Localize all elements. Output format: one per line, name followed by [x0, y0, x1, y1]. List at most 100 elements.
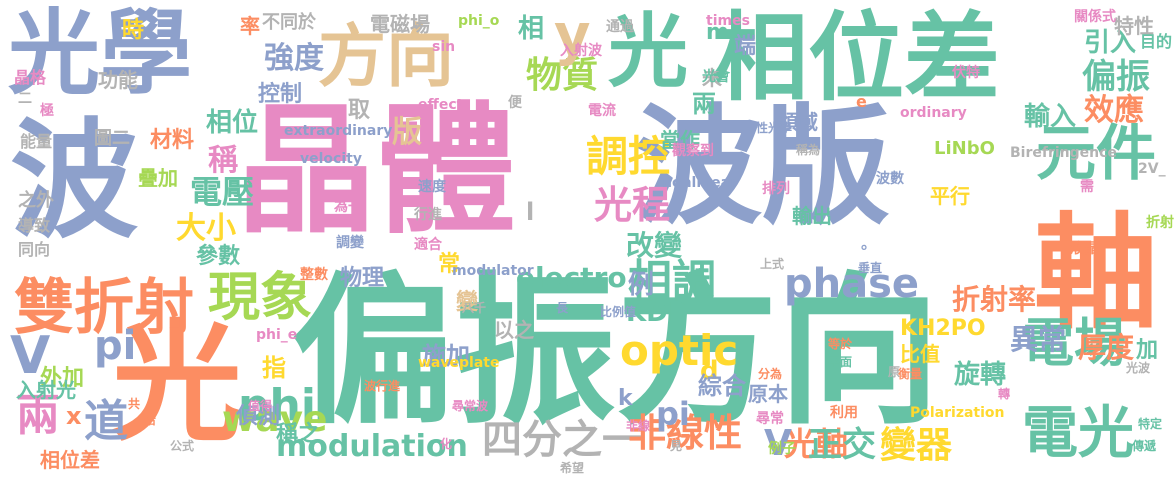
- cloud-word-5-cjk: 晶體: [236, 90, 517, 253]
- cloud-word-13-cjk: 調控: [586, 132, 671, 181]
- cloud-word-80-cjk: 取: [348, 98, 371, 123]
- cloud-word-0-cjk: 光學: [8, 0, 193, 107]
- cloud-word-149-cjk: 平面: [828, 355, 853, 369]
- cloud-word-59-cjk: 物理: [340, 266, 385, 291]
- cloud-word-93-cjk: 加: [1136, 338, 1159, 363]
- cloud-word-88-cjk: 常: [438, 252, 461, 277]
- cloud-word-8-cjk: 偏振方向: [292, 259, 940, 447]
- cloud-word-39-cjk: 折射率: [952, 283, 1037, 316]
- cloud-word-66-cjk: 時: [122, 18, 145, 43]
- cloud-word-105-waveplate: waveplate: [418, 355, 500, 371]
- cloud-word-89-cjk: 變: [456, 290, 479, 315]
- cloud-word-111-phi-e: phi_e: [256, 327, 298, 343]
- cloud-word-99-cjk: 平行: [930, 184, 970, 208]
- cloud-word-77-cjk: 率: [240, 14, 260, 38]
- cloud-word-24-v: V: [10, 326, 51, 386]
- cloud-word-20-cjk: 電光: [1022, 401, 1134, 466]
- cloud-word-61-cjk: 偵測: [236, 404, 281, 429]
- cloud-word-90-cjk: 以之: [494, 318, 534, 342]
- cloud-word-63-cjk: 外加: [40, 366, 85, 391]
- cloud-word-100-extraordinary: extraordinary: [284, 123, 393, 139]
- cloud-word-85-cjk: 兩: [692, 90, 716, 118]
- cloud-word-41-cjk: 厚度: [1078, 331, 1135, 364]
- cloud-word-74-cjk: 導致: [18, 216, 51, 235]
- cloud-word-56-cjk: 綜合: [698, 372, 746, 400]
- cloud-word-133-cjk: 速度: [418, 179, 446, 195]
- cloud-word-126-cjk: 排列: [762, 181, 790, 197]
- cloud-word-91-cjk: 原本: [748, 382, 788, 406]
- cloud-word-144-cjk: 非線: [626, 419, 651, 433]
- cloud-word-145-cjk: 尋常: [756, 411, 784, 427]
- cloud-word-84-cjk: 端: [734, 34, 757, 59]
- cloud-word-135-cjk: 為一: [334, 199, 362, 215]
- cloud-word-167-cjk: °: [860, 242, 868, 261]
- cloud-word-159-cjk: 恰: [144, 413, 157, 427]
- cloud-word-57-cjk: 施加: [422, 342, 470, 370]
- cloud-word-110-phi-o: phi_o: [458, 13, 500, 29]
- cloud-word-22-cjk: 道: [84, 396, 128, 447]
- cloud-word-156-cjk: 傳遞: [1132, 439, 1157, 453]
- cloud-word-94-cjk: 特性: [1114, 14, 1154, 38]
- cloud-word-37-cjk: 效應: [1084, 93, 1144, 128]
- cloud-word-53-d: d: [700, 356, 719, 386]
- cloud-word-76-cjk: 晶格: [14, 68, 47, 87]
- cloud-word-124-cjk: 性光學: [756, 121, 793, 135]
- cloud-word-108-times: times: [706, 13, 750, 29]
- cloud-word-162-cjk: 化: [440, 437, 453, 451]
- cloud-word-7-cjk: 軸: [1034, 202, 1159, 346]
- cloud-word-143-cjk: 尋常波: [452, 399, 489, 413]
- cloud-word-87-cjk: 領域: [778, 110, 818, 134]
- cloud-word-51-pi: pi: [656, 395, 690, 433]
- cloud-word-114-l: l: [526, 198, 535, 226]
- cloud-word-18-optic: optic: [620, 326, 739, 375]
- cloud-word-127-cjk: 波數: [876, 171, 904, 187]
- cloud-word-123-cjk: 觀察到: [672, 143, 714, 159]
- cloud-word-14-cjk: 光程: [594, 183, 671, 227]
- cloud-word-163-cjk: 見: [670, 439, 683, 453]
- cloud-word-157-cjk: 希望: [560, 461, 585, 475]
- cloud-word-68-cjk: 控制: [258, 82, 303, 107]
- cloud-word-165-cjk: 二: [18, 91, 32, 107]
- cloud-word-146-cjk: 例子: [768, 441, 796, 457]
- cloud-word-30-cjk: 光軸: [784, 425, 849, 463]
- cloud-word-140-cjk: 長: [556, 301, 569, 315]
- cloud-word-10-cjk: 雙折射: [14, 273, 194, 343]
- cloud-word-36-cjk: 引入: [1084, 28, 1137, 58]
- cloud-word-60-cjk: 參數: [196, 244, 241, 269]
- cloud-word-154-cjk: 轉: [998, 387, 1011, 401]
- cloud-word-73-cjk: 能量: [20, 132, 53, 151]
- cloud-word-25-phi: phi: [238, 380, 316, 431]
- cloud-word-45-cjk: 稱: [208, 143, 238, 178]
- cloud-word-17-phase: phase: [784, 261, 920, 307]
- cloud-word-52-cjk: 例: [628, 270, 655, 300]
- cloud-word-82-cjk: 相: [518, 14, 545, 44]
- cloud-word-15-cjk: 物質: [526, 55, 599, 96]
- cloud-word-47-cjk: 相位: [206, 108, 259, 138]
- cloud-word-12-cjk: 元件: [1036, 119, 1156, 189]
- cloud-word-92-cjk: 比值: [900, 342, 940, 366]
- cloud-word-86-cjk: 當作: [660, 128, 700, 152]
- cloud-word-49-electro: electro: [516, 261, 627, 294]
- cloud-word-42-cjk: 電壓: [190, 173, 255, 211]
- cloud-word-158-cjk: 公式: [170, 439, 195, 453]
- cloud-word-107-polarization: Polarization: [910, 405, 1005, 421]
- cloud-word-106-modulator: modulator: [452, 263, 534, 279]
- cloud-word-70-cjk: 疊加: [138, 166, 178, 190]
- cloud-word-160-cjk: 共: [128, 397, 141, 411]
- cloud-word-112-2v: 2V_: [1138, 161, 1166, 177]
- cloud-word-28-cjk: 四分之一: [482, 417, 642, 463]
- cloud-word-129-cjk: 折射: [1146, 215, 1174, 231]
- cloud-word-64-cjk: 入射光: [16, 378, 76, 402]
- cloud-word-95-cjk: 目的: [1140, 32, 1173, 51]
- cloud-word-23-pi: pi: [94, 323, 137, 369]
- cloud-word-150-cjk: 衡量: [898, 367, 923, 381]
- cloud-word-125-cjk: 稱為: [796, 143, 821, 157]
- cloud-word-79-cjk: 電磁場: [370, 12, 430, 36]
- cloud-word-26-wave: wave: [222, 399, 328, 440]
- cloud-word-16-cjk: 相調: [628, 256, 716, 307]
- cloud-word-33-v: V: [764, 423, 792, 464]
- cloud-word-148-cjk: 分為: [758, 367, 783, 381]
- cloud-word-119-cjk: 光會: [702, 69, 730, 85]
- cloud-word-83-m: m: [706, 20, 729, 45]
- cloud-word-2-cjk: 光: [608, 5, 688, 98]
